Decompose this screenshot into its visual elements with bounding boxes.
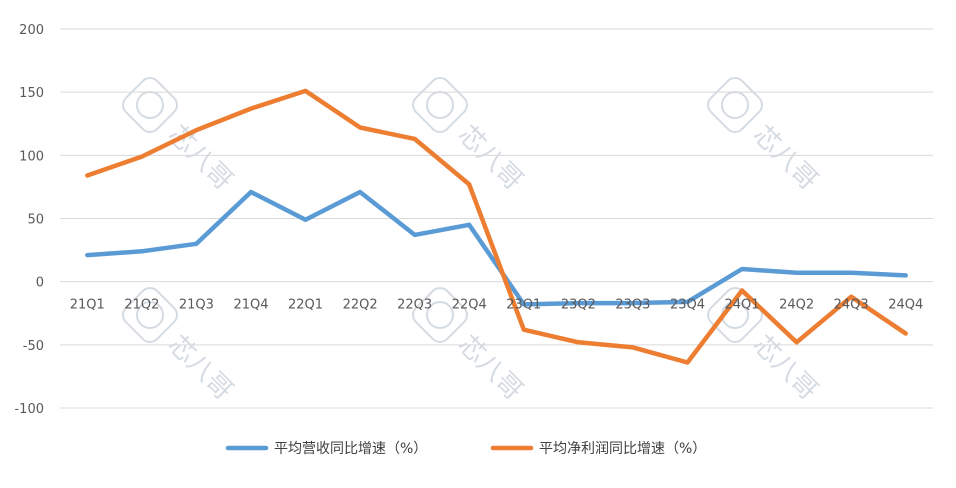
gridlines <box>60 28 933 409</box>
x-tick-label: 22Q4 <box>452 298 487 313</box>
series-line-0 <box>85 189 908 307</box>
x-tick-label: 24Q1 <box>725 298 760 313</box>
y-axis-ticks: 200 150 100 50 0 -50 -100 <box>14 23 44 417</box>
y-tick-label: 0 <box>36 276 44 291</box>
legend-item-1: 平均净利润同比增速（%） <box>490 441 706 457</box>
watermark-text: 芯八哥 <box>162 330 238 406</box>
x-tick-label: 21Q4 <box>233 298 268 313</box>
y-tick-label: -100 <box>14 402 44 417</box>
y-tick-label: 200 <box>19 23 44 38</box>
x-tick-label: 22Q2 <box>343 298 378 313</box>
legend-label: 平均营收同比增速（%） <box>274 441 427 457</box>
legend: 平均营收同比增速（%） 平均净利润同比增速（%） <box>225 441 706 457</box>
watermark-text: 芯八哥 <box>747 120 823 196</box>
watermark-logo: 芯八哥 <box>707 77 823 196</box>
x-tick-label: 21Q3 <box>179 298 214 313</box>
y-tick-label: -50 <box>23 339 44 354</box>
watermark-logo: 芯八哥 <box>412 77 528 196</box>
watermark-text: 芯八哥 <box>162 120 238 196</box>
x-tick-label: 23Q4 <box>670 298 705 313</box>
x-tick-label: 21Q2 <box>124 298 159 313</box>
x-tick-label: 22Q3 <box>397 298 432 313</box>
y-tick-label: 150 <box>19 86 44 101</box>
x-tick-label: 24Q4 <box>888 298 923 313</box>
x-tick-label: 23Q1 <box>506 298 541 313</box>
x-axis-ticks: 21Q1 21Q2 21Q3 21Q4 22Q1 22Q2 22Q3 22Q4 23Q1 23Q2… <box>70 298 923 313</box>
y-tick-label: 50 <box>27 213 44 228</box>
legend-item-0: 平均营收同比增速（%） <box>225 441 427 457</box>
watermark-text: 芯八哥 <box>747 330 823 406</box>
series-line-1 <box>85 88 908 365</box>
x-tick-label: 22Q1 <box>288 298 323 313</box>
x-tick-label: 21Q1 <box>70 298 105 313</box>
x-tick-label: 24Q2 <box>779 298 814 313</box>
x-tick-label: 24Q3 <box>834 298 869 313</box>
x-tick-label: 23Q3 <box>615 298 650 313</box>
x-tick-label: 23Q2 <box>561 298 596 313</box>
y-tick-label: 100 <box>19 149 44 164</box>
legend-label: 平均净利润同比增速（%） <box>539 441 706 457</box>
watermark-text: 芯八哥 <box>452 120 528 196</box>
watermark-text: 芯八哥 <box>452 330 528 406</box>
series-lines <box>85 88 908 365</box>
